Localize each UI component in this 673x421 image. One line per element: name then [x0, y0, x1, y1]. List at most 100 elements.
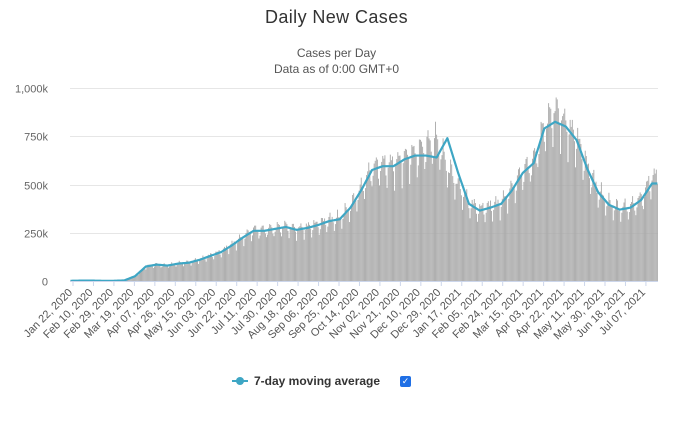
daily-case-bar[interactable]: [330, 219, 332, 281]
daily-case-bar[interactable]: [594, 183, 596, 281]
daily-case-bar[interactable]: [236, 243, 238, 281]
daily-case-bar[interactable]: [633, 203, 635, 281]
daily-case-bar[interactable]: [591, 187, 593, 281]
daily-case-bar[interactable]: [183, 266, 184, 281]
daily-case-bar[interactable]: [509, 188, 511, 281]
daily-case-bar[interactable]: [324, 218, 326, 281]
daily-case-bar[interactable]: [567, 162, 569, 281]
daily-case-bar[interactable]: [159, 265, 161, 281]
daily-case-bar[interactable]: [244, 238, 246, 281]
daily-case-bar[interactable]: [326, 232, 328, 281]
daily-case-bar[interactable]: [384, 155, 386, 281]
daily-case-bar[interactable]: [524, 163, 526, 281]
daily-case-bar[interactable]: [627, 219, 629, 281]
daily-case-bar[interactable]: [379, 185, 380, 281]
daily-case-bar[interactable]: [484, 222, 486, 281]
daily-case-bar[interactable]: [507, 213, 509, 281]
daily-case-bar[interactable]: [473, 199, 475, 281]
daily-case-bar[interactable]: [655, 169, 657, 281]
daily-case-bar[interactable]: [582, 179, 584, 281]
daily-case-bar[interactable]: [150, 265, 152, 281]
daily-case-bar[interactable]: [508, 198, 510, 281]
daily-case-bar[interactable]: [470, 208, 472, 281]
daily-case-bar[interactable]: [155, 263, 156, 281]
daily-case-bar[interactable]: [281, 236, 282, 281]
daily-case-bar[interactable]: [390, 160, 392, 281]
daily-case-bar[interactable]: [143, 268, 145, 281]
daily-case-bar[interactable]: [526, 156, 528, 281]
daily-case-bar[interactable]: [224, 246, 225, 281]
daily-case-bar[interactable]: [578, 138, 580, 281]
daily-case-bar[interactable]: [554, 111, 556, 282]
daily-case-bar[interactable]: [370, 181, 372, 281]
daily-case-bar[interactable]: [541, 123, 543, 282]
daily-case-bar[interactable]: [404, 148, 406, 281]
daily-case-bar[interactable]: [449, 173, 450, 281]
daily-case-bar[interactable]: [564, 108, 566, 281]
daily-case-bar[interactable]: [416, 177, 418, 281]
daily-case-bar[interactable]: [515, 190, 517, 281]
daily-case-bar[interactable]: [278, 224, 280, 281]
daily-case-bar[interactable]: [536, 163, 538, 281]
daily-case-bar[interactable]: [624, 198, 626, 281]
daily-case-bar[interactable]: [378, 178, 379, 281]
daily-case-bar[interactable]: [478, 213, 480, 281]
daily-case-bar[interactable]: [595, 181, 597, 281]
daily-case-bar[interactable]: [361, 188, 363, 281]
daily-case-bar[interactable]: [145, 269, 147, 281]
daily-case-bar[interactable]: [439, 169, 441, 281]
daily-case-bar[interactable]: [190, 265, 192, 281]
daily-case-bar[interactable]: [242, 236, 244, 281]
daily-case-bar[interactable]: [466, 189, 468, 281]
daily-case-bar[interactable]: [463, 196, 464, 281]
daily-case-bar[interactable]: [631, 202, 632, 281]
daily-case-bar[interactable]: [487, 201, 489, 281]
daily-case-bar[interactable]: [385, 175, 387, 281]
daily-case-bar[interactable]: [576, 148, 578, 281]
daily-case-bar[interactable]: [243, 246, 245, 281]
daily-case-bar[interactable]: [544, 151, 546, 281]
daily-case-bar[interactable]: [175, 266, 177, 281]
daily-case-bar[interactable]: [340, 218, 342, 281]
daily-case-bar[interactable]: [452, 176, 454, 281]
daily-case-bar[interactable]: [640, 194, 642, 281]
daily-case-bar[interactable]: [566, 131, 568, 281]
daily-case-bar[interactable]: [628, 212, 630, 281]
daily-case-bar[interactable]: [344, 203, 346, 281]
daily-case-bar[interactable]: [534, 148, 536, 281]
daily-case-bar[interactable]: [168, 267, 169, 281]
daily-case-bar[interactable]: [205, 261, 207, 281]
daily-case-bar[interactable]: [304, 229, 306, 281]
daily-case-bar[interactable]: [481, 205, 483, 281]
daily-case-bar[interactable]: [485, 212, 487, 281]
daily-case-bar[interactable]: [165, 264, 167, 281]
daily-case-bar[interactable]: [228, 254, 230, 281]
daily-case-bar[interactable]: [192, 261, 194, 281]
daily-case-bar[interactable]: [602, 194, 603, 281]
daily-case-bar[interactable]: [229, 248, 231, 281]
daily-case-bar[interactable]: [373, 163, 375, 281]
daily-case-bar[interactable]: [339, 217, 341, 281]
daily-case-bar[interactable]: [355, 200, 357, 281]
daily-case-bar[interactable]: [521, 176, 523, 281]
daily-case-bar[interactable]: [154, 266, 155, 281]
daily-case-bar[interactable]: [612, 220, 614, 281]
daily-case-bar[interactable]: [553, 113, 555, 281]
daily-case-bar[interactable]: [606, 206, 608, 281]
daily-case-bar[interactable]: [182, 264, 183, 281]
daily-case-bar[interactable]: [367, 171, 369, 281]
daily-case-bar[interactable]: [421, 141, 422, 281]
daily-case-bar[interactable]: [563, 113, 565, 282]
daily-case-bar[interactable]: [394, 190, 396, 281]
daily-case-bar[interactable]: [332, 222, 334, 281]
daily-case-bar[interactable]: [226, 245, 228, 281]
daily-case-bar[interactable]: [388, 162, 390, 281]
daily-case-bar[interactable]: [499, 220, 501, 281]
daily-case-bar[interactable]: [494, 201, 496, 281]
daily-case-bar[interactable]: [497, 199, 499, 281]
daily-case-bar[interactable]: [621, 212, 623, 281]
daily-case-bar[interactable]: [480, 206, 482, 281]
daily-case-bar[interactable]: [320, 217, 322, 281]
daily-case-bar[interactable]: [197, 261, 198, 281]
daily-case-bar[interactable]: [225, 248, 226, 282]
